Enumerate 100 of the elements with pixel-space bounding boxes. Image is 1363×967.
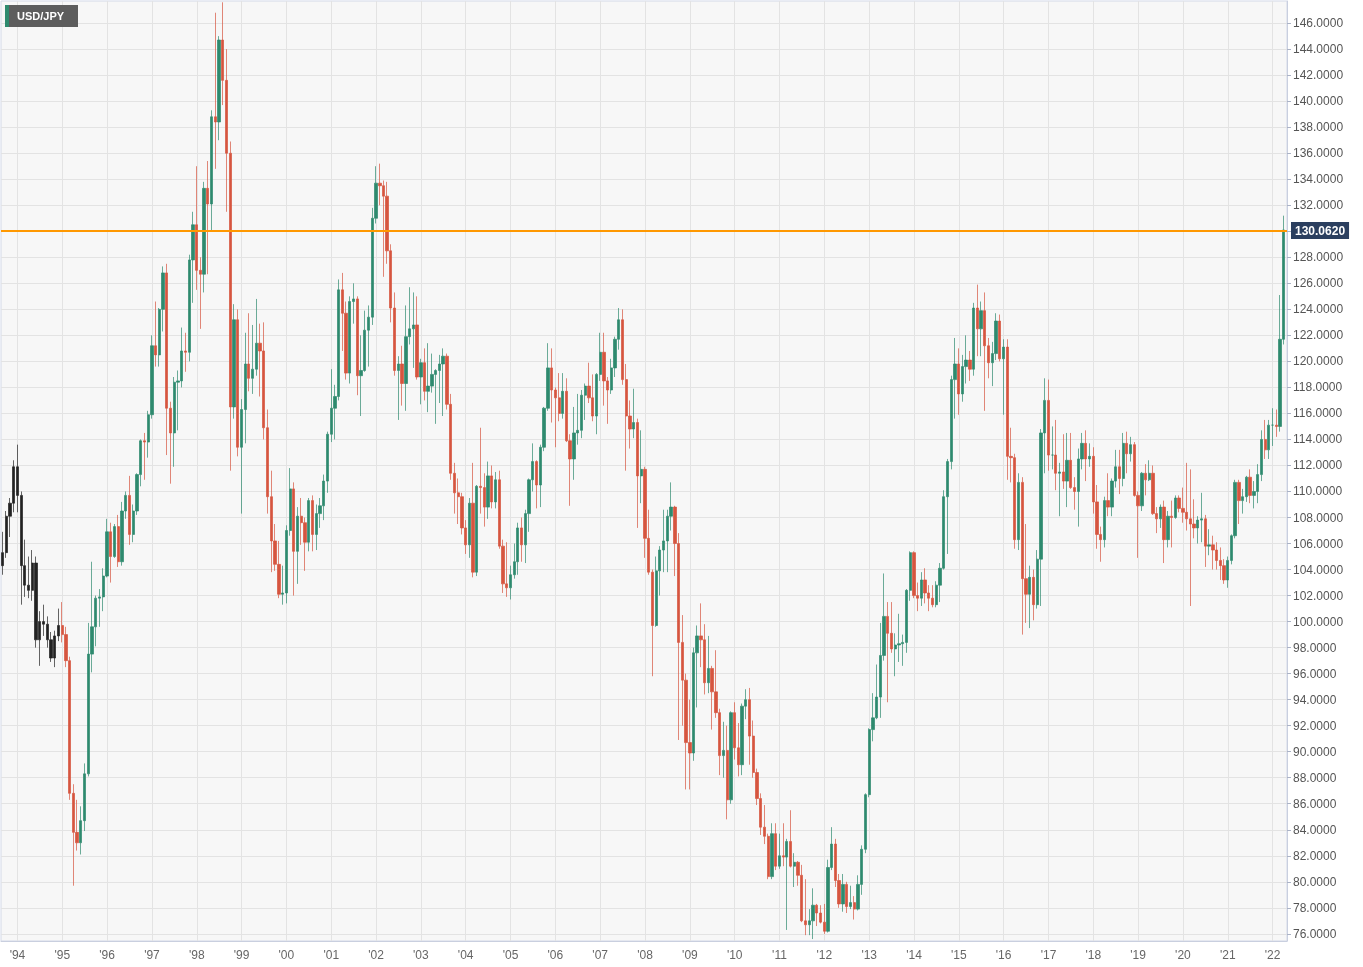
y-tick-label: 146.0000 <box>1293 16 1344 31</box>
candlestick <box>486 461 490 520</box>
candlestick <box>778 833 781 870</box>
x-tick-label: '22 <box>1264 948 1281 962</box>
y-tick-label: 120.0000 <box>1293 354 1344 369</box>
candlestick <box>561 372 564 419</box>
x-tick-label: '01 <box>323 948 340 962</box>
candlestick <box>972 302 975 377</box>
x-tick-label: '96 <box>99 948 116 962</box>
candlestick <box>468 497 471 559</box>
candlestick <box>823 903 826 935</box>
candlestick <box>307 497 310 552</box>
y-tick-label: 108.0000 <box>1293 510 1344 525</box>
x-tick-label: '02 <box>368 948 385 962</box>
candlestick <box>109 522 112 583</box>
candlestick <box>729 711 733 805</box>
text: USD/JPY <box>17 10 65 22</box>
candlestick <box>1148 459 1151 482</box>
candlestick <box>722 721 725 779</box>
x-tick-label: '11 <box>772 948 788 962</box>
y-tick-label: 88.0000 <box>1293 770 1337 785</box>
y-tick-label: 144.0000 <box>1293 42 1344 57</box>
candlestick <box>774 822 777 871</box>
y-tick-label: 76.0000 <box>1293 926 1337 941</box>
y-tick-label: 104.0000 <box>1293 562 1344 577</box>
x-tick-label: '97 <box>144 948 161 962</box>
x-tick-label: '20 <box>1175 948 1192 962</box>
candlestick <box>1103 496 1106 548</box>
candlestick <box>143 432 146 481</box>
y-tick-label: 102.0000 <box>1293 588 1344 603</box>
candlestick <box>214 12 217 170</box>
candlestick <box>1122 432 1125 487</box>
candlestick <box>998 314 1001 362</box>
x-tick-label: '05 <box>502 948 519 962</box>
y-tick-label: 142.0000 <box>1293 68 1344 83</box>
candlestick <box>1211 535 1215 570</box>
y-tick-label: 124.0000 <box>1293 302 1344 317</box>
candlestick <box>236 309 239 457</box>
candlestick <box>1065 432 1069 508</box>
candlestick <box>1159 504 1162 529</box>
candlestick <box>1267 419 1270 460</box>
candlestick <box>976 284 979 357</box>
candlestick <box>397 355 400 421</box>
y-tick-label: 114.0000 <box>1293 432 1343 447</box>
y-tick-label: 112.0000 <box>1293 458 1343 473</box>
y-tick-label: 132.0000 <box>1293 198 1344 213</box>
y-tick-label: 110.0000 <box>1293 484 1343 499</box>
candlestick <box>957 348 960 416</box>
candlestick <box>1017 472 1020 551</box>
x-tick-label: '95 <box>54 948 71 962</box>
candlestick <box>423 348 426 401</box>
y-tick-label: 98.0000 <box>1293 640 1337 655</box>
y-tick-label: 140.0000 <box>1293 94 1344 109</box>
candlestick <box>1174 495 1177 520</box>
x-tick-label: '10 <box>726 948 743 962</box>
candlestick <box>886 601 889 703</box>
candlestick <box>1271 407 1274 447</box>
candlestick <box>1248 469 1252 504</box>
candlestick <box>419 358 423 405</box>
candlestick <box>471 462 475 578</box>
candlestick <box>1084 429 1087 482</box>
y-tick-label: 126.0000 <box>1293 276 1344 291</box>
candlestick <box>1106 472 1110 517</box>
y-tick-label: 118.0000 <box>1293 380 1343 395</box>
candlestick <box>793 852 796 888</box>
candlestick <box>247 312 250 392</box>
candlestick <box>154 301 157 367</box>
x-tick-label: '19 <box>1130 948 1147 962</box>
candlestick <box>535 459 538 509</box>
y-tick-label: 122.0000 <box>1293 328 1344 343</box>
candlestick <box>979 301 983 357</box>
candlestick <box>505 541 508 598</box>
candlestick <box>520 517 523 563</box>
candlestick <box>920 571 923 607</box>
candlestick <box>356 295 359 396</box>
y-tick-label: 82.0000 <box>1293 848 1337 863</box>
candlestick <box>1021 476 1024 635</box>
candlestick <box>815 903 818 927</box>
candlestick <box>516 522 519 576</box>
candlestick <box>1032 569 1035 621</box>
candlestick <box>1051 426 1054 470</box>
candlestick <box>232 303 236 419</box>
candlestick <box>113 523 116 559</box>
y-tick-label: 138.0000 <box>1293 120 1344 135</box>
candlestick <box>983 292 986 412</box>
candlestick <box>1088 443 1091 468</box>
x-tick-label: '94 <box>9 948 26 962</box>
candlestick <box>1062 433 1065 490</box>
candlestick <box>490 465 493 509</box>
candlestick <box>1054 419 1057 491</box>
candlestick <box>770 822 774 880</box>
y-tick-label: 84.0000 <box>1293 822 1337 837</box>
candlestick <box>1170 500 1173 548</box>
y-tick-label: 92.0000 <box>1293 718 1337 733</box>
x-tick-label: '99 <box>233 948 250 962</box>
candlestick <box>1275 409 1278 438</box>
y-tick-label: 80.0000 <box>1293 874 1337 889</box>
candlestick <box>292 482 295 596</box>
x-tick-label: '98 <box>188 948 205 962</box>
candlestick <box>311 495 314 552</box>
